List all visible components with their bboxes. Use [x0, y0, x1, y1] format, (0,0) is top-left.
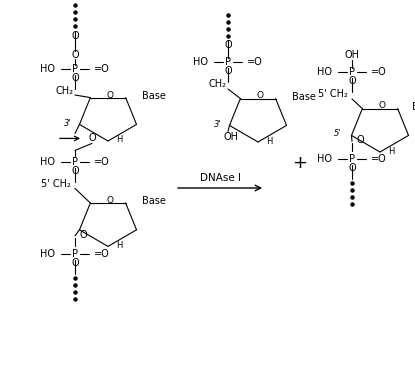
Text: OH: OH — [344, 50, 359, 60]
Text: O: O — [256, 91, 264, 100]
Text: 5': 5' — [334, 129, 342, 138]
Text: P: P — [72, 249, 78, 259]
Text: +: + — [293, 154, 308, 172]
Text: O: O — [88, 134, 96, 143]
Text: CH₂: CH₂ — [55, 86, 73, 96]
Text: O: O — [107, 91, 113, 100]
Text: Base: Base — [142, 196, 166, 206]
Text: Base: Base — [412, 101, 415, 112]
Text: O: O — [356, 135, 364, 145]
Text: P: P — [349, 67, 355, 77]
Text: P: P — [72, 64, 78, 74]
Text: P: P — [349, 154, 355, 164]
Text: 3': 3' — [214, 120, 222, 129]
Text: O: O — [71, 166, 79, 176]
Text: P: P — [225, 57, 231, 67]
Text: O: O — [348, 163, 356, 173]
Text: O: O — [71, 73, 79, 83]
Text: H: H — [116, 241, 122, 250]
Text: O: O — [71, 258, 79, 268]
Text: Base: Base — [292, 92, 315, 101]
Text: O: O — [71, 31, 79, 41]
Text: CH₂: CH₂ — [208, 79, 226, 89]
Text: =O: =O — [94, 249, 110, 259]
Text: 5' CH₂: 5' CH₂ — [41, 179, 71, 189]
Text: =O: =O — [94, 64, 110, 74]
Text: O: O — [224, 66, 232, 76]
Text: HO: HO — [193, 57, 208, 67]
Text: O: O — [348, 76, 356, 86]
Text: 3': 3' — [64, 119, 71, 128]
Text: H: H — [116, 135, 122, 144]
Text: HO: HO — [40, 249, 55, 259]
Text: H: H — [388, 147, 394, 156]
Text: HO: HO — [317, 67, 332, 77]
Text: =O: =O — [247, 57, 263, 67]
Text: O: O — [224, 40, 232, 50]
Text: DNAse I: DNAse I — [200, 173, 241, 183]
Text: =O: =O — [371, 67, 387, 77]
Text: =O: =O — [94, 157, 110, 167]
Text: P: P — [72, 157, 78, 167]
Text: O: O — [378, 101, 386, 110]
Text: O: O — [79, 230, 87, 240]
Text: OH: OH — [224, 132, 239, 142]
Text: =O: =O — [371, 154, 387, 164]
Text: 5' CH₂: 5' CH₂ — [318, 89, 348, 99]
Text: O: O — [107, 196, 113, 205]
Text: Base: Base — [142, 91, 166, 101]
Text: HO: HO — [317, 154, 332, 164]
Text: HO: HO — [40, 157, 55, 167]
Text: O: O — [71, 50, 79, 60]
Text: HO: HO — [40, 64, 55, 74]
Text: H: H — [266, 137, 272, 145]
